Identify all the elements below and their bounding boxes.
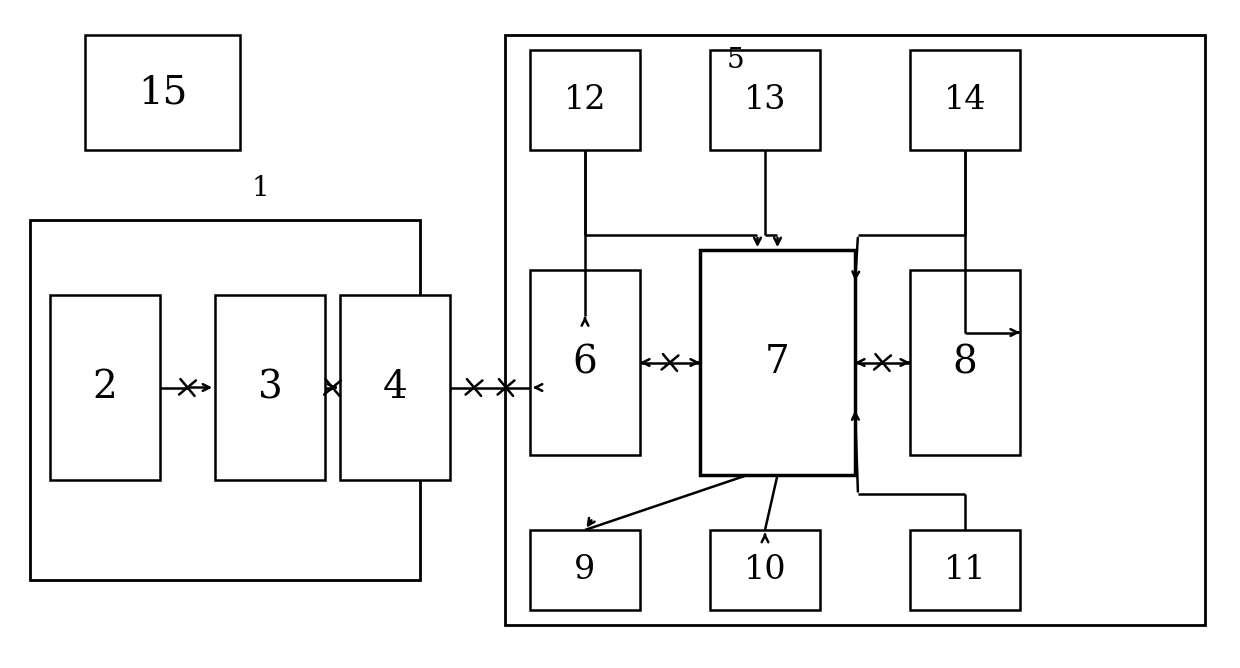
Text: 7: 7 — [765, 344, 790, 381]
Text: 2: 2 — [93, 369, 118, 406]
Text: 10: 10 — [744, 554, 786, 586]
Bar — [50, 295, 160, 480]
Text: 8: 8 — [952, 344, 977, 381]
Bar — [86, 35, 241, 150]
Text: 5: 5 — [727, 47, 744, 74]
Bar — [529, 50, 640, 150]
Bar — [529, 530, 640, 610]
Text: 15: 15 — [138, 74, 187, 111]
Text: 1: 1 — [252, 175, 269, 202]
Bar — [910, 50, 1021, 150]
Bar — [215, 295, 325, 480]
Text: 3: 3 — [258, 369, 283, 406]
Text: 14: 14 — [944, 84, 986, 116]
Bar — [340, 295, 450, 480]
Text: 12: 12 — [564, 84, 606, 116]
Text: 6: 6 — [573, 344, 598, 381]
Text: 9: 9 — [574, 554, 595, 586]
Bar — [529, 270, 640, 455]
Text: 11: 11 — [944, 554, 986, 586]
Bar — [910, 270, 1021, 455]
Text: 13: 13 — [744, 84, 786, 116]
Bar — [30, 220, 420, 580]
Bar — [701, 250, 856, 475]
Bar — [910, 530, 1021, 610]
Bar — [711, 50, 820, 150]
Text: 4: 4 — [383, 369, 408, 406]
Bar — [505, 35, 1205, 625]
Bar — [711, 530, 820, 610]
